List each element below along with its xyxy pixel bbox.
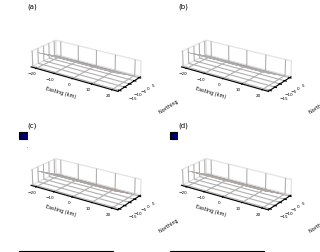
Y-axis label: Northing (km): Northing (km) xyxy=(158,92,190,115)
Text: (c): (c) xyxy=(28,122,37,129)
Text: (b): (b) xyxy=(178,4,188,10)
Y-axis label: Northing (km): Northing (km) xyxy=(308,92,320,115)
Text: (d): (d) xyxy=(178,122,188,129)
X-axis label: Slip (m): Slip (m) xyxy=(57,151,76,156)
Y-axis label: Northing (km): Northing (km) xyxy=(308,211,320,234)
Text: (a): (a) xyxy=(28,4,37,10)
X-axis label: Easting (km): Easting (km) xyxy=(196,86,227,99)
X-axis label: Slip (m): Slip (m) xyxy=(207,151,226,156)
X-axis label: Easting (km): Easting (km) xyxy=(196,204,227,217)
X-axis label: Easting (km): Easting (km) xyxy=(45,204,76,217)
Y-axis label: Northing (km): Northing (km) xyxy=(158,211,190,234)
X-axis label: Easting (km): Easting (km) xyxy=(45,86,76,99)
